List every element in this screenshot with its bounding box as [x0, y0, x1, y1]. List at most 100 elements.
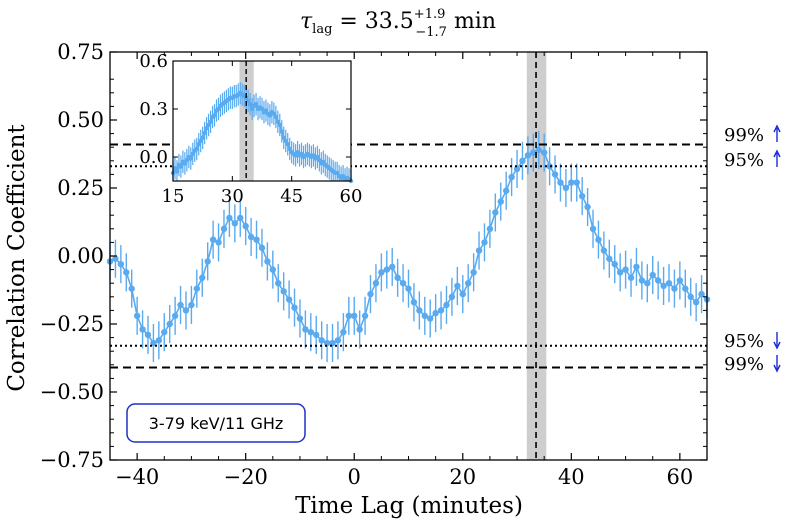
- x-tick-label: −40: [115, 465, 159, 489]
- data-point: [502, 187, 510, 194]
- inset-data-point: [279, 129, 284, 134]
- data-point: [665, 280, 673, 287]
- data-point: [535, 146, 542, 154]
- data-point: [540, 149, 548, 156]
- inset-data-point: [263, 108, 269, 113]
- data-point: [340, 328, 347, 336]
- inset-data-point: [194, 146, 199, 152]
- arrow-down-head-icon: [773, 364, 781, 373]
- data-point: [611, 260, 618, 268]
- data-point: [638, 277, 646, 284]
- data-point: [302, 326, 309, 333]
- y-tick-label: −0.50: [40, 380, 104, 404]
- data-point: [237, 214, 244, 222]
- data-point: [323, 339, 331, 347]
- data-point: [242, 222, 249, 230]
- data-point: [334, 337, 342, 344]
- inset-data-point: [249, 106, 255, 112]
- inset-data-point: [317, 158, 322, 163]
- inset-data-point: [212, 113, 217, 118]
- y-tick-label: −0.75: [40, 448, 104, 472]
- data-point: [519, 157, 526, 164]
- title-sub: −1.7: [415, 25, 447, 40]
- inset-data-point: [311, 153, 316, 158]
- data-point: [551, 171, 559, 178]
- data-point: [622, 266, 629, 273]
- data-point: [150, 339, 157, 347]
- data-point: [448, 293, 456, 300]
- data-point: [513, 165, 521, 173]
- data-point: [313, 331, 320, 339]
- data-point: [193, 285, 201, 292]
- data-point: [361, 312, 369, 320]
- data-point: [280, 288, 287, 295]
- data-point: [128, 285, 135, 292]
- y-tick-label: 0.00: [57, 244, 104, 268]
- inset-data-point: [204, 126, 209, 131]
- data-point: [530, 149, 537, 156]
- inset-data-point: [245, 98, 251, 104]
- title-equals: = 33.5: [332, 9, 413, 34]
- inset-x-tick-label: 45: [280, 186, 303, 207]
- data-point: [351, 312, 358, 320]
- data-point: [584, 203, 591, 211]
- inset-data-point: [259, 106, 265, 112]
- inset-y-tick-label: 0.6: [139, 51, 168, 72]
- inset-x-tick-label: 60: [340, 186, 363, 207]
- inset-data-point: [196, 142, 201, 147]
- inset-plot-area: 15 30 45 60 0.0 0.3 0.6: [139, 51, 362, 207]
- inset-data-point: [184, 158, 190, 163]
- data-point: [573, 179, 580, 186]
- inset-y-tick-label: 0.3: [139, 99, 168, 120]
- data-point: [698, 290, 705, 298]
- inset-data-point: [299, 151, 304, 156]
- inset-x-tick-label: 15: [162, 186, 185, 207]
- data-point: [557, 179, 564, 186]
- data-point: [595, 236, 602, 243]
- data-point: [367, 290, 374, 298]
- inset-data-point: [253, 102, 259, 107]
- y-tick-label: 0.25: [57, 176, 104, 200]
- data-point: [139, 326, 146, 333]
- inset-data-point: [178, 164, 184, 169]
- data-point: [497, 198, 504, 205]
- data-point: [427, 315, 434, 322]
- inset-data-point: [206, 122, 211, 128]
- inset-data-point: [202, 130, 207, 136]
- inset-data-point: [340, 174, 346, 179]
- data-point: [475, 247, 483, 254]
- inset-data-point: [295, 150, 300, 155]
- data-point: [568, 179, 575, 186]
- data-point: [405, 285, 412, 292]
- data-point: [649, 271, 656, 279]
- data-point: [166, 320, 173, 328]
- title-subscript: lag: [312, 22, 332, 37]
- data-point: [345, 312, 352, 320]
- data-point: [443, 301, 450, 309]
- data-point: [492, 209, 499, 216]
- inset-data-point: [271, 111, 277, 117]
- data-point: [199, 274, 206, 281]
- inset-data-point: [281, 135, 286, 140]
- data-point: [182, 307, 190, 314]
- data-point: [416, 307, 423, 314]
- data-point: [633, 263, 640, 271]
- data-point: [220, 225, 228, 232]
- data-point: [459, 290, 466, 298]
- inset-data-point: [293, 153, 298, 158]
- inset-data-point: [273, 114, 279, 120]
- data-point: [204, 258, 211, 265]
- data-point: [285, 296, 293, 303]
- data-point: [410, 299, 418, 306]
- data-point: [465, 280, 472, 287]
- data-point: [161, 328, 168, 336]
- significance-95-label: 95%: [724, 331, 764, 352]
- x-tick-label: 20: [449, 465, 476, 489]
- data-point: [437, 307, 445, 314]
- inset-data-point: [283, 138, 288, 144]
- data-point: [296, 315, 304, 322]
- inset-data-point: [200, 135, 205, 140]
- data-point: [616, 269, 624, 276]
- title-tau: τ: [300, 9, 313, 34]
